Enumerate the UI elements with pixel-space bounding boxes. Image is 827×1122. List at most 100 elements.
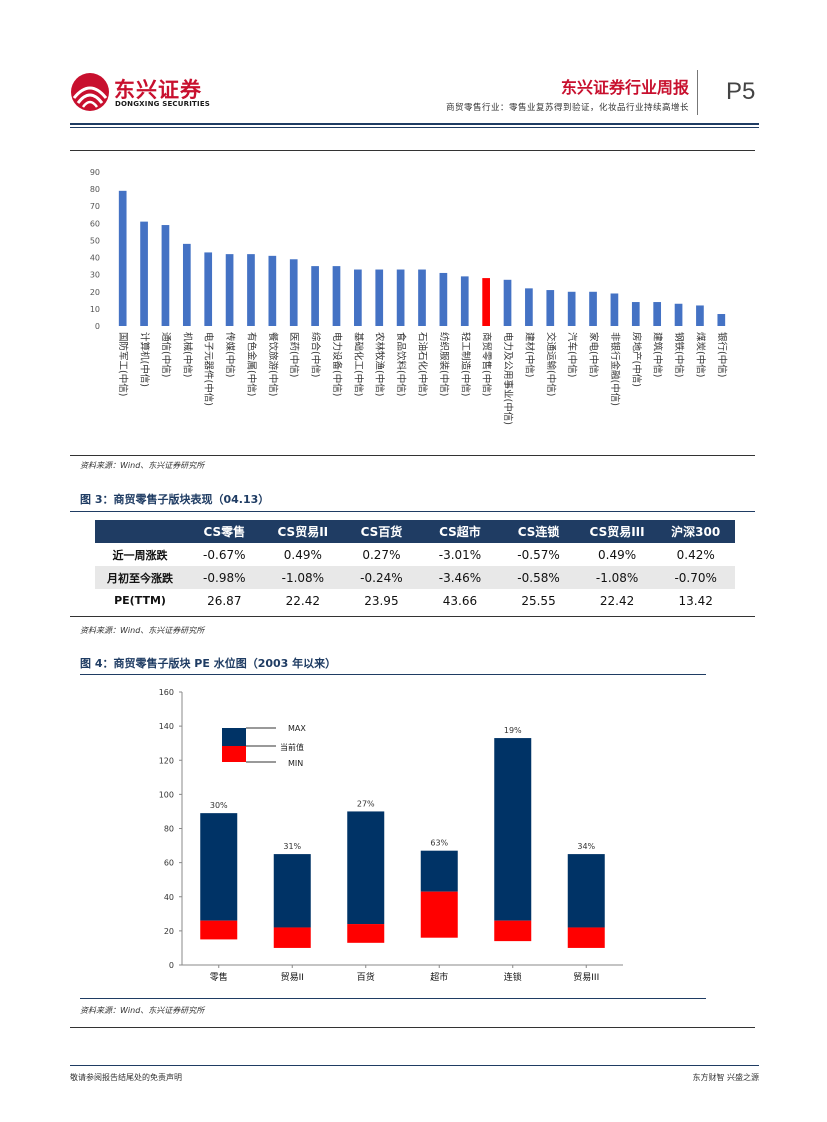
- figure3-title: 图 3：商贸零售子版块表现（04.13）: [80, 493, 270, 506]
- table-cell: -0.67%: [203, 547, 246, 562]
- data-label: 30%: [210, 801, 228, 810]
- page-number: P5: [726, 78, 756, 105]
- table-header-cell: CS超市: [420, 520, 500, 543]
- legend-label: MAX: [288, 724, 306, 733]
- bar: [546, 290, 555, 326]
- bar: [225, 254, 234, 326]
- header-divider: [697, 70, 698, 115]
- legend-swatch-lower: [222, 746, 246, 762]
- range-bar-upper: [420, 850, 458, 892]
- legend-label: MIN: [288, 759, 303, 768]
- sub-sector-performance-table: CS零售 CS贸易II CS百货 CS超市 CS连锁 CS贸易III 沪深300…: [95, 520, 735, 612]
- y-tick-label: 70: [90, 202, 100, 211]
- bar: [696, 305, 704, 326]
- bar: [610, 293, 619, 326]
- table-cell: 0.42%: [676, 547, 715, 562]
- y-tick-label: 60: [164, 859, 174, 868]
- report-subtitle: 商贸零售行业：零售业复苏得到验证，化妆品行业持续高增长: [445, 103, 689, 113]
- row-label: 月初至今涨跌: [95, 566, 185, 589]
- bar: [118, 190, 127, 326]
- table-header-cell: [95, 520, 185, 543]
- bar: [418, 269, 426, 326]
- bar: [161, 225, 170, 326]
- table-cell: -3.46%: [420, 566, 500, 589]
- x-tick-label: 基础化工(中信): [352, 332, 364, 396]
- x-tick-label: 国防军工(中信): [117, 332, 129, 396]
- range-bar-lower: [200, 920, 238, 940]
- bar: [653, 302, 662, 326]
- table-row: 月初至今涨跌 -0.98% -1.08% -0.24% -3.46% -0.58…: [95, 566, 735, 589]
- y-tick-label: 40: [90, 254, 100, 263]
- y-tick-label: 0: [95, 322, 100, 331]
- bar: [503, 279, 512, 326]
- figure4-source: 资料来源：Wind、东兴证券研究所: [80, 1006, 205, 1015]
- bar: [354, 269, 362, 326]
- figure3-source: 资料来源：Wind、东兴证券研究所: [80, 626, 205, 635]
- bar: [268, 255, 277, 326]
- industry-return-bar-chart: 0 10 20 30 40 50 60 70 80 90 国防军工(中信) 计算机(中信) 通信(中信)…: [90, 168, 728, 425]
- y-tick-label: 20: [164, 927, 174, 936]
- bar: [589, 291, 597, 326]
- y-tick-label: 60: [90, 219, 100, 228]
- table-header-cell: CS贸易III: [577, 520, 657, 543]
- range-bar-upper: [567, 854, 605, 928]
- x-tick-label: 电子元器件(中信): [203, 332, 215, 406]
- bar: [204, 252, 213, 326]
- y-tick-label: 160: [159, 688, 174, 697]
- bar: [567, 291, 576, 326]
- bar: [332, 266, 341, 326]
- figure2-source: 资料来源：Wind、东兴证券研究所: [80, 461, 205, 470]
- y-tick-label: 10: [90, 305, 100, 314]
- table-cell: 0.49%: [283, 547, 322, 562]
- table-cell: 25.55: [521, 593, 556, 608]
- figure3-bottom-rule: [70, 616, 755, 617]
- x-tick-label: 有色金属(中信): [245, 332, 257, 396]
- y-tick-label: 100: [159, 790, 174, 799]
- x-tick-label: 通信(中信): [160, 332, 172, 377]
- footer-slogan: 东方财智 兴盛之源: [692, 1073, 759, 1082]
- x-tick-label: 连锁: [504, 971, 522, 983]
- range-bar-upper: [347, 811, 385, 925]
- y-tick-label: 80: [90, 185, 100, 194]
- table-cell: 22.42: [285, 593, 321, 608]
- x-tick-label: 汽车(中信): [566, 332, 578, 377]
- table-header-row: CS零售 CS贸易II CS百货 CS超市 CS连锁 CS贸易III 沪深300: [95, 520, 735, 543]
- x-tick-label: 传媒(中信): [224, 332, 236, 377]
- bar: [182, 243, 191, 326]
- page-bottom-rule: [70, 1027, 755, 1028]
- table-cell: -3.01%: [438, 547, 482, 562]
- table-cell: -0.58%: [499, 566, 578, 589]
- table-cell: -0.57%: [517, 547, 560, 562]
- footer-disclaimer: 敬请参阅报告结尾处的免责声明: [70, 1073, 182, 1082]
- x-tick-label: 钢铁(中信): [673, 332, 685, 377]
- footer-rule: [70, 1065, 759, 1066]
- range-bar-upper: [200, 813, 238, 921]
- x-tick-label: 医药(中信): [288, 332, 300, 377]
- data-label: 27%: [357, 799, 375, 808]
- x-tick-label: 建筑(中信): [652, 332, 664, 377]
- table-cell: -1.08%: [577, 566, 657, 589]
- y-tick-label: 0: [169, 961, 174, 970]
- table-header-cell: CS零售: [185, 520, 264, 543]
- row-label: 近一周涨跌: [112, 548, 168, 562]
- range-bar-upper: [273, 854, 311, 928]
- x-tick-label: 石油石化(中信): [417, 332, 429, 396]
- range-bar-lower: [273, 927, 311, 948]
- x-tick-label: 综合(中信): [310, 332, 322, 377]
- x-tick-label: 机械(中信): [181, 332, 193, 377]
- table-header-cell: CS连锁: [499, 520, 578, 543]
- table-cell: 0.27%: [362, 547, 401, 562]
- x-tick-label: 零售: [210, 971, 228, 983]
- x-tick-label: 贸易III: [573, 971, 599, 983]
- y-tick-label: 140: [159, 722, 174, 731]
- data-label: 19%: [504, 726, 522, 735]
- table-row: 近一周涨跌 -0.67% 0.49% 0.27% -3.01% -0.57% 0…: [95, 543, 735, 566]
- y-tick-label: 40: [164, 893, 174, 902]
- range-bar-upper: [494, 738, 532, 921]
- range-bar-lower: [347, 924, 385, 943]
- logo-chinese-name: 东兴证券: [114, 78, 202, 102]
- bar: [247, 254, 255, 326]
- range-bar-lower: [420, 891, 458, 938]
- x-tick-label: 轻工制造(中信): [459, 332, 471, 396]
- table-cell: 26.87: [207, 593, 242, 608]
